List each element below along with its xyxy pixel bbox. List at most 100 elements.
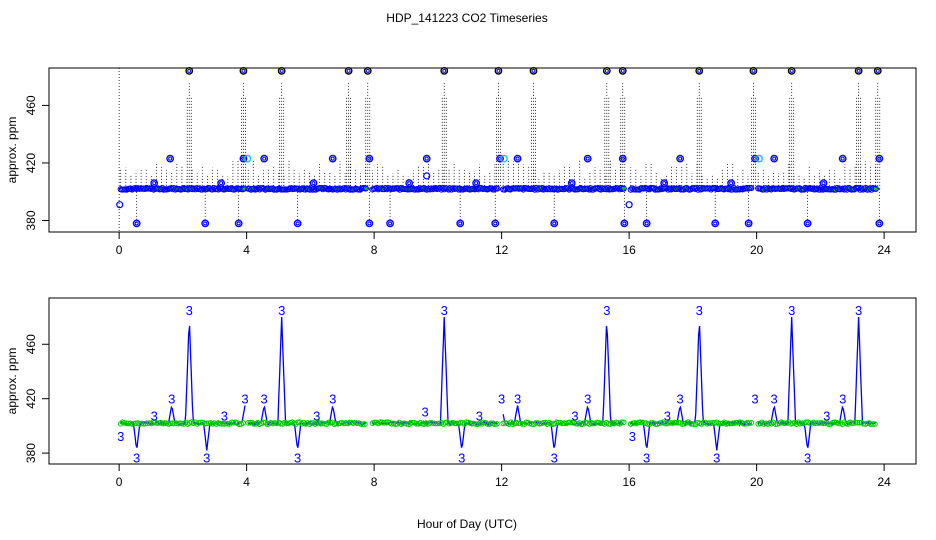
high-point <box>166 154 175 163</box>
peak-label: 3 <box>696 303 703 318</box>
high-point-inner <box>678 156 683 161</box>
dip-label: 3 <box>804 450 811 465</box>
series-point <box>358 421 364 427</box>
baseline-point <box>856 186 864 193</box>
small-peak-label: 3 <box>241 391 248 406</box>
small-peak-label: 3 <box>584 391 591 406</box>
baseline-point <box>445 186 452 193</box>
top-x-tick-label: 16 <box>622 243 636 257</box>
baseline-point <box>553 185 560 192</box>
series-point <box>532 420 539 426</box>
high-point-inner <box>367 156 372 161</box>
low-point-inner <box>458 221 463 226</box>
high-point <box>513 154 522 163</box>
mid-point-inner <box>821 181 826 186</box>
low-point-inner <box>644 221 649 226</box>
low-point <box>365 219 374 228</box>
baseline-point <box>192 186 199 193</box>
minor-label: 3 <box>476 408 483 423</box>
dip-label: 3 <box>133 450 140 465</box>
low-point-inner <box>552 221 557 226</box>
bottom-x-tick-label: 24 <box>877 475 891 489</box>
top-x-tick-label: 20 <box>750 243 764 257</box>
mid-point <box>405 179 414 187</box>
baseline-point <box>763 186 770 193</box>
series-point <box>706 420 712 426</box>
baseline-point <box>664 186 672 193</box>
series-point <box>202 420 208 427</box>
baseline-point <box>834 184 841 192</box>
mid-point <box>309 179 318 187</box>
series-point <box>154 420 160 426</box>
spike-point <box>854 66 863 75</box>
series-point <box>729 420 735 427</box>
series-line <box>371 316 499 448</box>
series-line <box>502 325 624 448</box>
baseline-point <box>676 185 683 192</box>
low-point <box>234 219 243 228</box>
series-point <box>641 420 647 426</box>
baseline-point <box>319 186 326 193</box>
spike-point-inner <box>697 68 702 73</box>
low-point <box>491 219 500 228</box>
baseline-point <box>725 186 732 193</box>
baseline-point <box>409 185 416 192</box>
baseline-point <box>627 186 634 193</box>
minor-label: 3 <box>422 404 429 419</box>
baseline-point <box>341 185 348 192</box>
high-point <box>239 154 248 163</box>
mid-point-inner <box>311 181 316 186</box>
baseline-point <box>215 186 222 193</box>
high-point <box>875 154 884 163</box>
top-y-tick-label: 460 <box>24 95 38 115</box>
high-point <box>583 154 592 163</box>
high-point-inner <box>424 156 429 161</box>
spike-point-inner <box>856 68 861 73</box>
series-point <box>383 419 389 426</box>
baseline-point <box>256 186 263 193</box>
spike-point <box>363 66 372 75</box>
series-point <box>240 420 246 426</box>
baseline-point <box>586 186 593 193</box>
extra-point <box>116 201 124 209</box>
low-point <box>803 219 812 228</box>
series-point <box>849 420 855 426</box>
spike-point <box>618 66 627 75</box>
baseline-point <box>520 186 527 193</box>
baseline-point <box>415 186 422 193</box>
baseline-point <box>382 184 389 192</box>
series-point <box>569 419 575 426</box>
baseline-point <box>872 185 879 192</box>
series-point <box>473 421 479 427</box>
spike-point-inner <box>279 68 284 73</box>
baseline-point <box>196 185 203 192</box>
baseline-point <box>362 185 369 192</box>
peak-label: 3 <box>441 303 448 318</box>
spike-point <box>440 66 449 75</box>
small-peak-label: 3 <box>498 391 505 406</box>
baseline-point <box>318 184 325 192</box>
peak-label: 3 <box>855 303 862 318</box>
bottom-plot-frame <box>48 297 917 465</box>
low-point <box>875 219 884 228</box>
baseline-point <box>712 184 719 192</box>
baseline-point <box>564 185 571 192</box>
series-point <box>133 420 139 426</box>
small-peak-label: 3 <box>514 391 521 406</box>
bottom-ylabel: approx. ppm <box>5 348 19 415</box>
baseline-point <box>380 186 388 193</box>
series-point <box>123 420 130 427</box>
baseline-point <box>345 185 352 192</box>
baseline-point <box>816 186 823 193</box>
baseline-point <box>448 186 455 193</box>
series-point <box>371 419 378 426</box>
baseline-point <box>255 184 262 192</box>
series-point <box>219 421 225 427</box>
baseline-point <box>129 186 136 193</box>
spike-point-inner <box>875 68 880 73</box>
dip-label: 3 <box>713 450 720 465</box>
series-point <box>652 421 659 427</box>
low-point <box>711 219 720 228</box>
high-point-inner <box>262 156 267 161</box>
top-x-tick-label: 8 <box>371 243 378 257</box>
